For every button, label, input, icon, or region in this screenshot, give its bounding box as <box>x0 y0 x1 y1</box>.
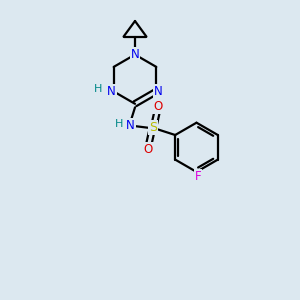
Text: H: H <box>94 84 102 94</box>
Text: S: S <box>149 121 157 134</box>
Text: N: N <box>126 119 135 132</box>
Text: N: N <box>107 85 116 98</box>
Text: O: O <box>153 100 162 113</box>
Text: N: N <box>130 48 140 61</box>
Text: H: H <box>115 119 123 129</box>
Text: O: O <box>144 143 153 156</box>
Text: F: F <box>195 170 201 183</box>
Text: N: N <box>154 85 163 98</box>
